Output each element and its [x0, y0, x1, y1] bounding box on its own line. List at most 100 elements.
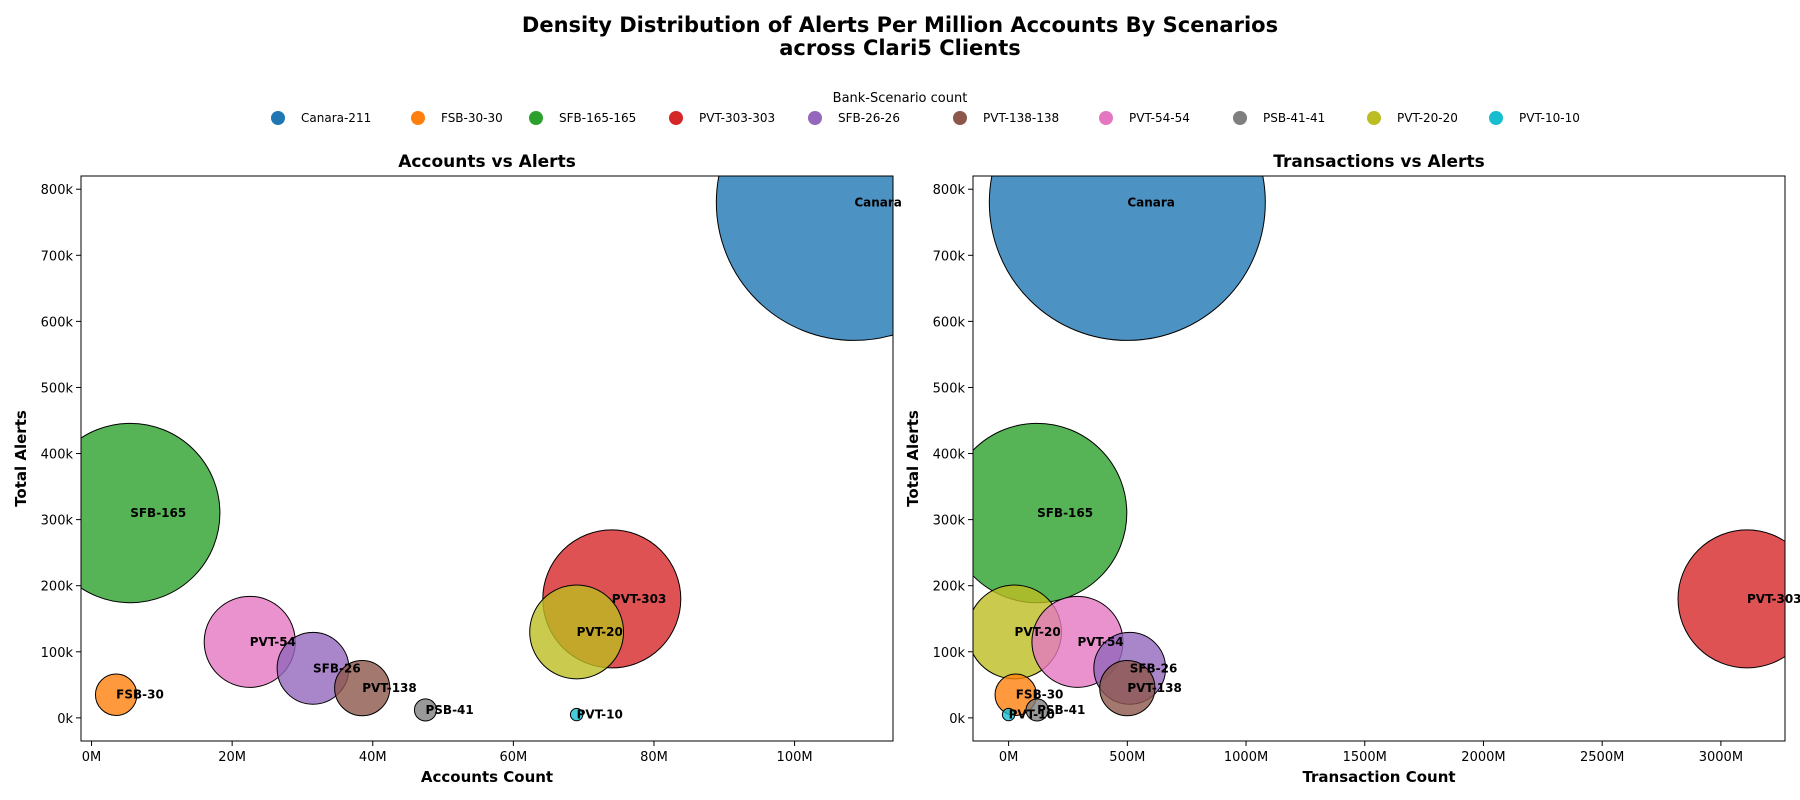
axes-frame	[80, 175, 894, 742]
legend-entry: FSB-30-30	[411, 111, 503, 125]
legend-label: PVT-54-54	[1129, 111, 1190, 125]
bubble-pvt-10	[1001, 707, 1016, 722]
bubble-label: PVT-10	[577, 708, 623, 722]
bubble-label: PVT-303	[612, 592, 667, 606]
legend-label: PVT-20-20	[1397, 111, 1458, 125]
bubble-layer	[973, 176, 1785, 722]
axes-frame	[972, 175, 1786, 742]
legend-marker	[271, 111, 285, 125]
y-axis-label: Total Alerts	[12, 410, 30, 507]
y-tick-label: 0k	[57, 712, 73, 727]
x-tick-label: 60M	[499, 750, 527, 765]
y-tick-label: 100k	[41, 646, 74, 661]
bubble-sfb-165	[81, 422, 221, 604]
y-tick-label: 800k	[41, 183, 74, 198]
x-tick-label: 0M	[999, 750, 1019, 765]
bubble-label: PSB-41	[425, 703, 473, 717]
legend-marker	[1099, 111, 1113, 125]
legend-label: FSB-30-30	[441, 111, 503, 125]
bubble-label: Canara	[854, 195, 902, 209]
x-tick-label: 3000M	[1699, 750, 1743, 765]
x-axis-label: Accounts Count	[421, 768, 553, 786]
x-tick-label: 1000M	[1224, 750, 1268, 765]
y-tick-label: 600k	[933, 315, 966, 330]
y-tick-label: 400k	[933, 448, 966, 463]
bubble-psb-41	[1025, 698, 1049, 722]
legend-entry: PVT-138-138	[953, 111, 1059, 125]
x-tick-label: 80M	[640, 750, 668, 765]
x-tick-label: 2000M	[1461, 750, 1505, 765]
bubble-pvt-303	[1677, 529, 1785, 669]
subplot-title: Transactions vs Alerts	[1273, 152, 1484, 172]
legend-entry: SFB-165-165	[529, 111, 636, 125]
y-tick-label: 100k	[933, 646, 966, 661]
legend-marker	[1233, 111, 1247, 125]
legend-label: PVT-138-138	[983, 111, 1059, 125]
bubble-label: SFB-165	[130, 506, 186, 520]
legend-entry: PVT-303-303	[669, 111, 775, 125]
bubble-fsb-30	[94, 673, 138, 716]
legend-marker	[953, 111, 967, 125]
subplot-transactions-vs-alerts: Transactions vs Alerts Canara FSB-30 SFB-16…	[904, 152, 1800, 786]
bubble-label: PVT-303	[1747, 592, 1800, 606]
legend-marker	[411, 111, 425, 125]
legend-entry: PVT-54-54	[1099, 111, 1190, 125]
bubble-psb-41	[413, 698, 438, 722]
legend-marker	[808, 111, 822, 125]
legend-entry: PVT-20-20	[1367, 111, 1458, 125]
bubble-label: FSB-30	[1016, 688, 1064, 702]
x-tick-label: 2500M	[1580, 750, 1624, 765]
x-tick-label: 500M	[1109, 750, 1145, 765]
x-tick-label: 100M	[777, 750, 813, 765]
x-axis-label: Transaction Count	[1302, 768, 1455, 786]
bubble-label: FSB-30	[116, 688, 164, 702]
bubble-canara	[715, 176, 893, 341]
legend-entry: PVT-10-10	[1489, 111, 1580, 125]
bubble-pvt-138	[1099, 660, 1156, 717]
bubble-label: PVT-20	[577, 625, 623, 639]
y-tick-label: 800k	[933, 183, 966, 198]
legend-marker	[669, 111, 683, 125]
legend-entry: PSB-41-41	[1233, 111, 1325, 125]
legend-marker	[1489, 111, 1503, 125]
bubble-pvt-20	[529, 584, 625, 680]
bubble-label: PVT-54	[250, 635, 296, 649]
bubble-label: SFB-26	[313, 661, 361, 675]
y-axis-label: Total Alerts	[904, 410, 922, 507]
subplot-accounts-vs-alerts: Accounts vs Alerts Canara FSB-30 SFB-165 PVT…	[12, 152, 902, 786]
y-tick-label: 0k	[949, 712, 965, 727]
legend-label: SFB-165-165	[559, 111, 636, 125]
x-tick-label: 40M	[359, 750, 387, 765]
chart-subtitle: across Clari5 Clients	[779, 36, 1021, 60]
legend-marker	[1367, 111, 1381, 125]
y-tick-label: 500k	[41, 381, 74, 396]
subplot-title: Accounts vs Alerts	[398, 152, 576, 172]
x-tick-label: 0M	[82, 750, 102, 765]
legend-label: SFB-26-26	[838, 111, 900, 125]
bubble-label: SFB-165	[1037, 506, 1093, 520]
bubble-canara	[988, 176, 1266, 341]
x-tick-label: 1500M	[1343, 750, 1387, 765]
y-tick-label: 200k	[41, 580, 74, 595]
legend-title: Bank-Scenario count	[833, 91, 968, 106]
y-tick-label: 300k	[41, 514, 74, 529]
y-tick-label: 700k	[41, 249, 74, 264]
legend-entry: Canara-211	[271, 111, 371, 125]
bubble-fsb-30	[994, 673, 1037, 716]
bubble-label: PVT-138	[362, 681, 417, 695]
chart-title: Density Distribution of Alerts Per Milli…	[522, 13, 1278, 37]
bubble-label: PVT-138	[1127, 681, 1182, 695]
legend-label: PSB-41-41	[1263, 111, 1325, 125]
bubble-label: PVT-54	[1077, 635, 1123, 649]
legend-label: PVT-303-303	[699, 111, 775, 125]
bubble-label: PVT-10	[1009, 708, 1055, 722]
legend-entry: SFB-26-26	[808, 111, 900, 125]
x-tick-label: 20M	[218, 750, 246, 765]
bubble-pvt-138	[334, 660, 391, 717]
y-tick-label: 300k	[933, 514, 966, 529]
legend: Bank-Scenario count Canara-211 FSB-30-30 S…	[271, 91, 1580, 125]
y-tick-label: 200k	[933, 580, 966, 595]
y-tick-label: 400k	[41, 448, 74, 463]
legend-label: Canara-211	[301, 111, 371, 125]
